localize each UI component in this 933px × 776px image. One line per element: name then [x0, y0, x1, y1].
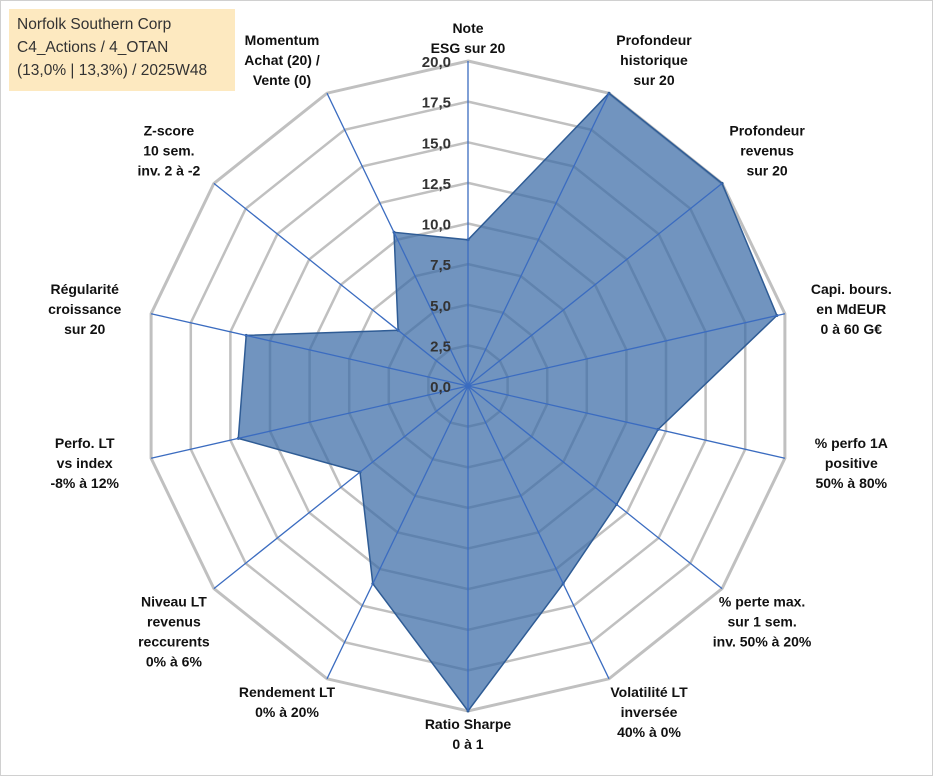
axis-label-line: 0% à 6% — [146, 654, 203, 670]
tick-label: 2,5 — [430, 338, 451, 355]
axis-label-line: Achat (20) / — [244, 52, 320, 68]
axis-spokes — [150, 61, 786, 711]
axis-label-line: Note — [452, 20, 483, 36]
axis-label-line: -8% à 12% — [50, 475, 119, 491]
axis-label-line: Ratio Sharpe — [425, 716, 512, 732]
axis-label: Z-score 10 sem. inv. 2 à -2 — [138, 122, 201, 178]
tick-label: 5,0 — [430, 298, 451, 315]
axis-label-line: sur 20 — [746, 162, 787, 178]
axis-label: Note ESG sur 20 — [431, 20, 506, 56]
axis-label-line: Perfo. LT — [55, 435, 115, 451]
axis-label-line: sur 1 sem. — [727, 614, 796, 630]
axis-label-line: en MdEUR — [816, 301, 886, 317]
tick-label: 15,0 — [422, 135, 451, 152]
axis-label-line: Momentum — [245, 32, 320, 48]
tick-label: 0,0 — [430, 379, 451, 396]
axis-label-line: 0 à 1 — [452, 736, 483, 752]
axis-label-line: revenus — [740, 142, 794, 158]
axis-spoke — [326, 92, 469, 387]
axis-label-line: Volatilité LT — [610, 684, 688, 700]
axis-label-line: historique — [620, 52, 688, 68]
axis-label-line: croissance — [48, 301, 121, 317]
axis-label-line: % perfo 1A — [815, 435, 888, 451]
axis-label-line: inversée — [621, 704, 678, 720]
axis-label-line: inv. 50% à 20% — [713, 634, 812, 650]
axis-spoke — [467, 385, 786, 459]
axis-label: % perfo 1A positive 50% à 80% — [815, 435, 888, 491]
axis-label: Ratio Sharpe 0 à 1 — [425, 716, 512, 752]
axis-spoke — [467, 385, 610, 680]
axis-label: Rendement LT 0% à 20% — [239, 684, 336, 720]
company-name: Norfolk Southern Corp — [17, 16, 172, 33]
axis-label: Volatilité LT inversée 40% à 0% — [610, 684, 688, 740]
tick-label: 10,0 — [422, 217, 451, 234]
tick-label: 17,5 — [422, 95, 451, 112]
axis-label-line: revenus — [147, 614, 201, 630]
axis-label-line: Profondeur — [616, 32, 692, 48]
axis-label-line: 50% à 80% — [815, 475, 887, 491]
axis-label-line: Profondeur — [729, 122, 805, 138]
axis-label-line: Niveau LT — [141, 594, 207, 610]
detail-label: (13,0% | 13,3%) / 2025W48 — [17, 62, 208, 79]
axis-label-line: inv. 2 à -2 — [138, 162, 201, 178]
axis-spoke — [467, 313, 786, 387]
axis-label: Niveau LT revenus reccurents 0% à 6% — [138, 594, 210, 670]
chart-title-box: Norfolk Southern Corp C4_Actions / 4_OTA… — [9, 9, 235, 91]
axis-label: Profondeur historique sur 20 — [616, 32, 692, 88]
axis-spoke — [150, 385, 469, 459]
tick-label: 7,5 — [430, 257, 451, 274]
axis-label-line: Capi. bours. — [811, 281, 892, 297]
axis-label-line: Z-score — [144, 122, 195, 138]
axis-spoke — [213, 385, 469, 590]
axis-spoke — [213, 182, 469, 387]
axis-label-line: 0% à 20% — [255, 704, 319, 720]
axis-label-line: Régularité — [50, 281, 119, 297]
axis-label-line: Rendement LT — [239, 684, 336, 700]
axis-label-line: ESG sur 20 — [431, 40, 506, 56]
axis-spoke — [467, 92, 610, 387]
axis-label-line: 10 sem. — [143, 142, 194, 158]
axis-label: Profondeur revenus sur 20 — [729, 122, 805, 178]
axis-label-line: 40% à 0% — [617, 724, 681, 740]
axis-label-line: % perte max. — [719, 594, 805, 610]
axis-label-line: reccurents — [138, 634, 210, 650]
axis-label-line: positive — [825, 455, 878, 471]
axis-label-line: sur 20 — [64, 321, 105, 337]
axis-label: Perfo. LT vs index -8% à 12% — [50, 435, 119, 491]
series-area — [237, 92, 778, 713]
axis-spoke — [150, 313, 469, 387]
axis-label: Momentum Achat (20) / Vente (0) — [244, 32, 320, 88]
axis-label: Capi. bours. en MdEUR 0 à 60 G€ — [811, 281, 892, 337]
category-label: C4_Actions / 4_OTAN — [17, 39, 169, 56]
axis-label-line: Vente (0) — [253, 72, 311, 88]
tick-label: 12,5 — [422, 176, 451, 193]
axis-label-line: sur 20 — [633, 72, 674, 88]
axis-spoke — [326, 385, 469, 680]
axis-label-line: 0 à 60 G€ — [821, 321, 883, 337]
axis-spoke — [467, 385, 723, 590]
tick-label: 20,0 — [422, 54, 451, 71]
axis-label-line: vs index — [57, 455, 113, 471]
axis-label: % perte max. sur 1 sem. inv. 50% à 20% — [713, 594, 812, 650]
axis-spoke — [467, 182, 723, 387]
axis-label: Régularité croissance sur 20 — [48, 281, 121, 337]
